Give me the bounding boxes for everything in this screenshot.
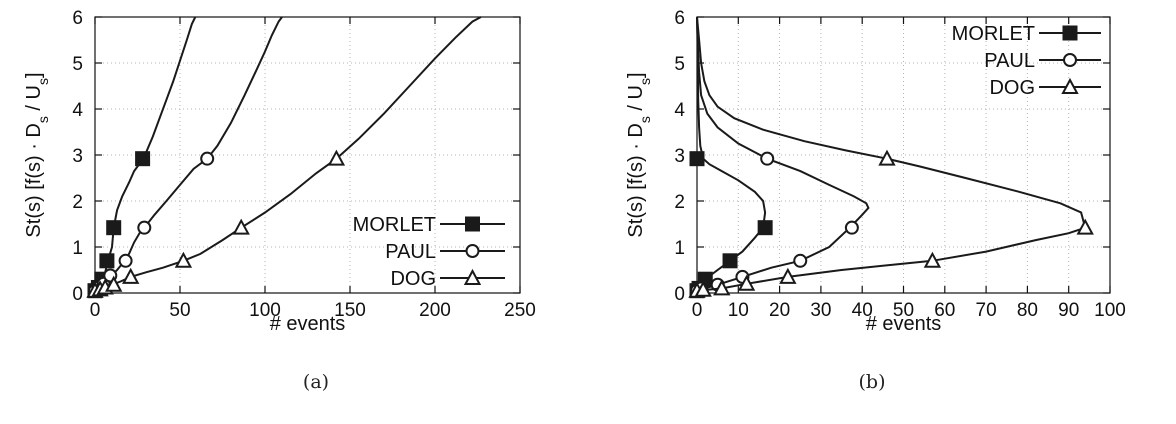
x-tick-label: 40 [852,300,873,321]
x-tick-label: 50 [169,300,190,321]
chart-panel-a: 0 50 100 150 200 250 0 1 2 3 4 5 6 # events St(s) [f(s… [23,8,536,335]
legend-label-morlet: MORLET [353,214,436,236]
y-tick-label: 6 [674,8,685,29]
data-point-dog [105,275,123,292]
legend-label-paul: PAUL [984,50,1035,72]
y-tick-label: 4 [72,100,83,121]
x-tick-label: 100 [1094,300,1126,321]
y-tick-label: 2 [674,192,685,213]
data-point-dog [174,251,193,268]
x-tick-label: 70 [976,300,997,321]
data-point-morlet [689,151,705,167]
data-point-dog [878,149,896,166]
data-point-paul [760,151,775,166]
data-point-paul [844,220,859,235]
x-tick-label: 30 [810,300,831,321]
legend-label-morlet: MORLET [952,23,1035,45]
legend-marker-paul [465,244,480,258]
data-point-paul [200,151,215,166]
data-point-morlet [757,220,773,236]
data-point-dog [923,251,942,268]
data-point-dog [737,274,756,291]
legend-marker-dog [1061,77,1079,94]
chart-panel-b: 0 10 20 30 40 50 60 70 80 90 100 0 1 2 3 4 5 6 # events St(… [625,8,1126,335]
x-tick-label: 0 [692,300,703,321]
legend-marker-morlet [465,216,480,232]
data-point-paul [118,253,133,268]
data-point-dog [694,280,712,297]
data-point-dog [122,267,140,284]
y-tick-label: 6 [72,8,83,29]
series-dog [86,16,482,298]
data-point-dog [327,149,346,166]
series-line-morlet [696,16,767,292]
data-point-dog [713,279,731,296]
data-point-dog [1076,218,1094,235]
x-tick-label: 50 [893,300,914,321]
data-point-morlet [135,151,151,167]
legend-label-dog: DOG [989,77,1035,99]
data-point-morlet [722,253,738,269]
x-tick-label: 80 [1017,300,1038,321]
series-paul [88,16,283,298]
y-tick-label: 5 [674,54,685,75]
series-dog [688,16,1094,298]
data-point-paul [137,220,152,235]
y-tick-label: 3 [674,146,685,167]
x-tick-label: 200 [419,300,451,321]
legend-marker-morlet [1062,25,1078,41]
y-tick-label: 4 [674,100,685,121]
y-tick-label: 3 [72,146,83,167]
series-paul [690,16,870,298]
y-tick-label: 1 [72,238,83,259]
y-tick-label: 0 [674,284,685,305]
series-line-paul [696,16,870,292]
x-tick-label: 60 [934,300,955,321]
x-axis-label: # events [270,313,346,335]
y-tick-label: 2 [72,192,83,213]
series-line-dog [696,16,1087,292]
x-tick-label: 250 [504,300,536,321]
y-axis-label: St(s) [f(s) · Ds / Us] [625,72,653,237]
caption-a: (a) [303,371,329,393]
series-morlet [689,16,773,299]
data-point-paul [793,253,808,268]
y-tick-label: 1 [674,238,685,259]
y-axis-label: St(s) [f(s) · Ds / Us] [23,72,51,237]
x-tick-label: 100 [249,300,281,321]
data-point-dog [232,218,250,235]
caption-b: (b) [859,371,886,393]
x-axis-label: # events [866,313,942,335]
x-tick-label: 20 [769,300,790,321]
legend-marker-dog [463,268,482,285]
data-point-dog [779,267,797,284]
x-tick-label: 90 [1058,300,1079,321]
x-tick-label: 0 [90,300,101,321]
y-tick-label: 0 [72,284,83,305]
y-tick-label: 5 [72,54,83,75]
legend-label-paul: PAUL [385,241,436,263]
x-tick-label: 150 [334,300,366,321]
series-line-paul [94,16,283,292]
legend-label-dog: DOG [390,268,436,290]
x-tick-label: 10 [728,300,749,321]
series-morlet [87,16,197,299]
data-point-morlet [99,253,115,269]
legend-marker-paul [1063,53,1077,67]
data-point-morlet [106,220,122,236]
